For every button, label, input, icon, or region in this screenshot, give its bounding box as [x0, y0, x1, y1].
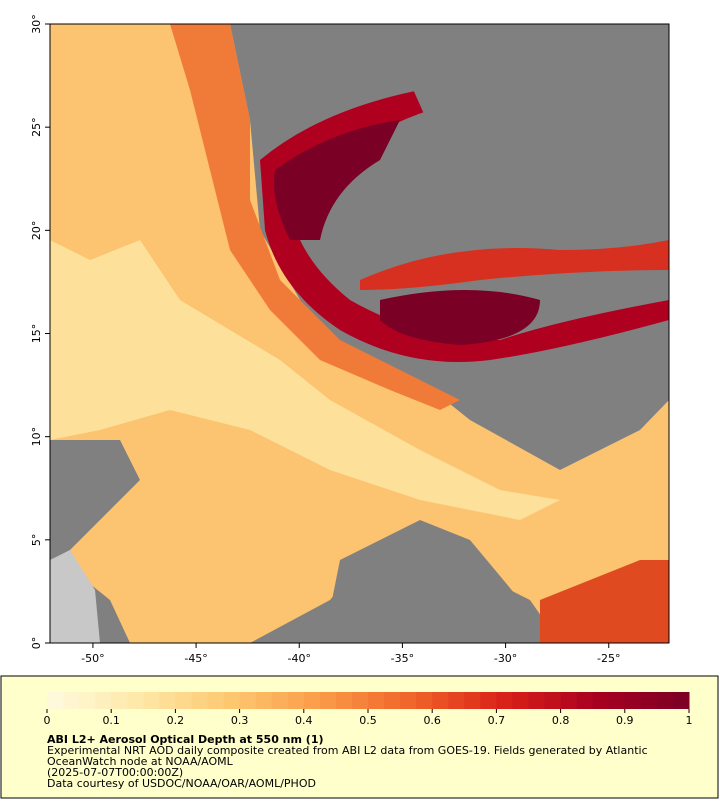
map-image — [50, 24, 669, 643]
colorbar-swatch — [512, 692, 529, 709]
x-tick-label: -40° — [288, 652, 311, 665]
x-tick-label: -25° — [597, 652, 620, 665]
colorbar-tick-label: 0.8 — [552, 714, 570, 727]
colorbar-swatch — [368, 692, 385, 709]
colorbar-swatch — [159, 692, 176, 709]
colorbar-tick-label: 0 — [44, 714, 51, 727]
colorbar-tick-label: 0.2 — [167, 714, 185, 727]
colorbar-swatch — [608, 692, 626, 709]
colorbar-swatch — [127, 692, 144, 709]
colorbar-swatch — [480, 692, 497, 709]
colorbar-swatch — [400, 692, 417, 709]
caption-line: (2025-07-07T00:00:00Z) — [47, 766, 183, 779]
no-data-patch — [330, 520, 520, 643]
x-tick-label: -45° — [184, 652, 207, 665]
colorbar-swatch — [239, 692, 257, 709]
colorbar-swatch — [319, 692, 337, 709]
colorbar-swatch — [111, 692, 128, 709]
colorbar-swatch — [640, 692, 658, 709]
x-tick-label: -35° — [391, 652, 414, 665]
caption-line: Experimental NRT AOD daily composite cre… — [47, 744, 648, 757]
no-data-patch — [400, 40, 669, 170]
aerosol-very-high — [380, 290, 540, 345]
caption-line: OceanWatch node at NOAA/AOML — [47, 755, 234, 768]
colorbar-tick-label: 0.3 — [231, 714, 249, 727]
colorbar-tick-label: 0.7 — [488, 714, 506, 727]
aerosol-high — [360, 240, 669, 290]
colorbar-swatch — [207, 692, 225, 709]
colorbar-swatch — [464, 692, 481, 709]
caption-line: Data courtesy of USDOC/NOAA/OAR/AOML/PHO… — [47, 777, 316, 790]
y-tick-label: 10° — [30, 427, 43, 447]
aerosol-very-high — [274, 120, 400, 240]
colorbar-swatch — [624, 692, 642, 709]
colorbar-swatch — [351, 692, 369, 709]
colorbar-swatch — [47, 692, 64, 709]
colorbar-swatch — [416, 692, 433, 709]
aerosol-field — [50, 24, 669, 643]
colorbar: 0 0.1 0.2 0.3 0.4 0.5 0.6 0.7 0.8 0.9 1 — [44, 692, 693, 727]
y-tick-label: 20° — [30, 221, 43, 241]
land — [50, 550, 100, 643]
y-tick-label: 25° — [30, 117, 43, 136]
y-tick-label: 15° — [30, 324, 43, 344]
caption-title: ABI L2+ Aerosol Optical Depth at 550 nm … — [47, 733, 324, 746]
colorbar-swatch — [656, 692, 674, 709]
colorbar-swatch — [223, 692, 241, 709]
aerosol-light — [50, 240, 560, 520]
y-tick-label: 5° — [30, 534, 43, 547]
colorbar-swatch — [528, 692, 546, 709]
no-data-patch — [50, 440, 140, 560]
colorbar-swatch — [95, 692, 112, 709]
colorbar-swatch — [143, 692, 160, 709]
colorbar-swatch — [191, 692, 208, 709]
y-tick-label: 30° — [30, 14, 43, 34]
colorbar-tick-label: 0.9 — [616, 714, 634, 727]
colorbar-swatch — [544, 692, 562, 709]
colorbar-swatch — [560, 692, 578, 709]
colorbar-swatch — [271, 692, 289, 709]
aerosol-moderate — [170, 24, 460, 410]
colorbar-swatch — [335, 692, 353, 709]
colorbar-tick-label: 1 — [686, 714, 693, 727]
colorbar-swatch — [592, 692, 610, 709]
y-tick-label: 0° — [30, 637, 43, 650]
colorbar-swatch — [384, 692, 401, 709]
colorbar-tick-label: 0.5 — [359, 714, 377, 727]
colorbar-tick-label: 0.6 — [423, 714, 441, 727]
x-tick-label: -50° — [81, 652, 104, 665]
aerosol-high — [540, 560, 669, 643]
colorbar-swatch — [576, 692, 594, 709]
colorbar-tick-label: 0.1 — [102, 714, 120, 727]
colorbar-swatch — [432, 692, 449, 709]
colorbar-swatch — [672, 692, 690, 709]
colorbar-swatch — [63, 692, 80, 709]
colorbar-swatch — [496, 692, 513, 709]
x-tick-label: -30° — [494, 652, 517, 665]
colorbar-swatch — [287, 692, 305, 709]
colorbar-swatch — [303, 692, 321, 709]
colorbar-swatch — [79, 692, 96, 709]
colorbar-swatch — [448, 692, 465, 709]
colorbar-swatch — [175, 692, 192, 709]
colorbar-swatch — [255, 692, 273, 709]
colorbar-tick-label: 0.4 — [295, 714, 313, 727]
